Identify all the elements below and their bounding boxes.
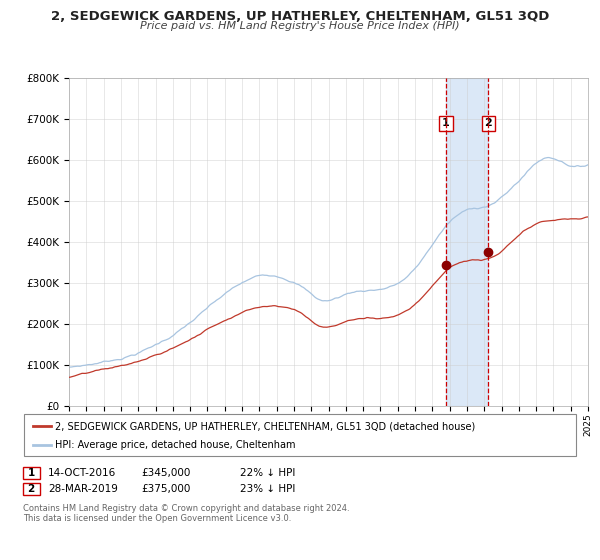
Text: 22% ↓ HPI: 22% ↓ HPI (240, 468, 295, 478)
Bar (446, 78, 488, 406)
Text: 14-OCT-2016: 14-OCT-2016 (48, 468, 116, 478)
Text: £375,000: £375,000 (141, 484, 190, 494)
Text: Price paid vs. HM Land Registry's House Price Index (HPI): Price paid vs. HM Land Registry's House … (140, 21, 460, 31)
Text: 2: 2 (484, 119, 492, 128)
Text: 1: 1 (442, 119, 450, 128)
Text: Contains HM Land Registry data © Crown copyright and database right 2024.: Contains HM Land Registry data © Crown c… (23, 504, 349, 513)
Text: £345,000: £345,000 (141, 468, 190, 478)
Text: 1: 1 (28, 468, 35, 478)
Text: HPI: Average price, detached house, Cheltenham: HPI: Average price, detached house, Chel… (55, 440, 296, 450)
Text: 23% ↓ HPI: 23% ↓ HPI (240, 484, 295, 494)
Text: 2: 2 (28, 484, 35, 494)
Text: 2, SEDGEWICK GARDENS, UP HATHERLEY, CHELTENHAM, GL51 3QD (detached house): 2, SEDGEWICK GARDENS, UP HATHERLEY, CHEL… (55, 421, 475, 431)
Text: This data is licensed under the Open Government Licence v3.0.: This data is licensed under the Open Gov… (23, 514, 291, 522)
Text: 28-MAR-2019: 28-MAR-2019 (48, 484, 118, 494)
Text: 2, SEDGEWICK GARDENS, UP HATHERLEY, CHELTENHAM, GL51 3QD: 2, SEDGEWICK GARDENS, UP HATHERLEY, CHEL… (51, 10, 549, 22)
